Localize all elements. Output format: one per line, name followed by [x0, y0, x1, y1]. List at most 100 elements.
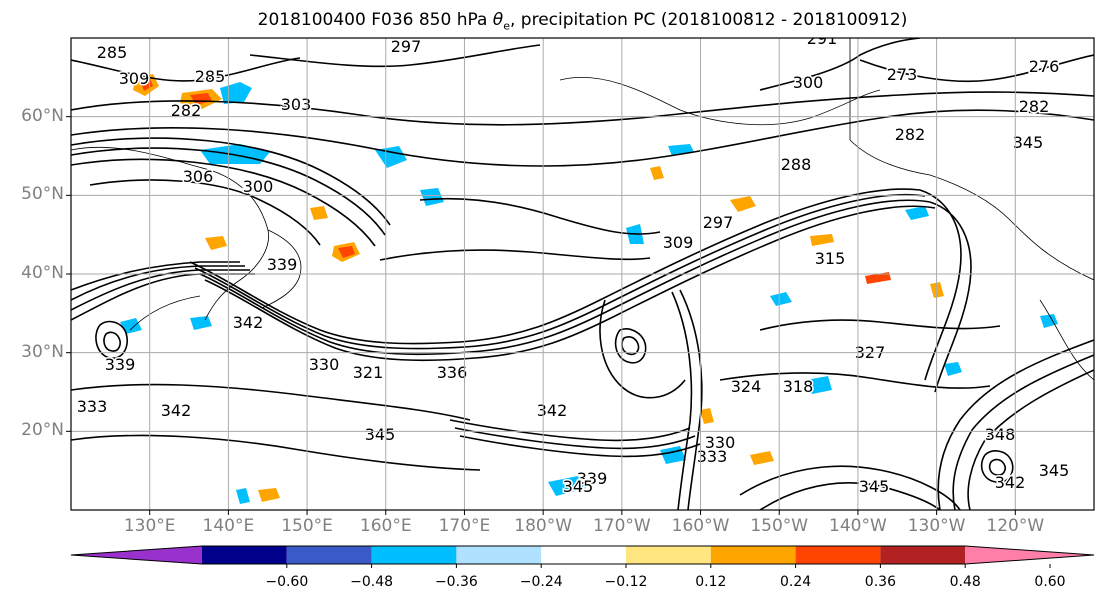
precip-patch	[200, 144, 270, 164]
contour-line	[621, 336, 640, 356]
contour-line	[71, 269, 250, 311]
contour-line	[459, 435, 701, 458]
precip-patch	[236, 488, 250, 504]
contour-label: 342	[537, 401, 568, 420]
contour-line	[980, 450, 1014, 483]
theta-e-contours	[71, 38, 1094, 510]
contour-label: 309	[663, 233, 694, 252]
contour-label: 342	[233, 313, 264, 332]
colorbar-tick-label: −0.36	[434, 574, 478, 590]
precip-patch	[905, 206, 929, 220]
colorbar-segment	[626, 546, 711, 564]
precip-patch	[660, 446, 686, 464]
contour-label: 333	[77, 397, 108, 416]
contour-label: 297	[391, 37, 422, 56]
colorbar-tick-label: −0.60	[265, 574, 309, 590]
precip-patch	[806, 376, 832, 394]
lat-label: 20°N	[21, 420, 64, 441]
colorbar-extend-min	[71, 546, 202, 564]
colorbar-tick-label: −0.24	[519, 574, 563, 590]
contour-label: 300	[243, 177, 274, 196]
contour-label: 348	[985, 425, 1016, 444]
contour-line	[103, 331, 121, 352]
contour-label: 330	[705, 433, 736, 452]
colorbar-tick-label: 0.36	[864, 574, 896, 590]
precip-patch	[650, 166, 664, 180]
contour-label: 333	[697, 447, 728, 466]
contour-label: 276	[1029, 57, 1060, 76]
contour-label: 339	[267, 255, 298, 274]
contour-label: 345	[1013, 133, 1044, 152]
precip-patch	[1040, 314, 1058, 328]
lon-label: 130°E	[123, 516, 176, 536]
contour-label: 273	[887, 65, 918, 84]
contour-label: 336	[437, 363, 468, 382]
lon-label: 140°E	[202, 516, 255, 536]
contour-label: 291	[807, 29, 838, 48]
lon-label: 170°E	[438, 516, 491, 536]
lat-label: 30°N	[21, 341, 64, 362]
lat-label: 60°N	[21, 105, 64, 126]
lat-label: 40°N	[21, 263, 64, 283]
contour-line	[249, 44, 541, 68]
colorbar-segment	[710, 546, 796, 564]
contour-label: 339	[577, 469, 608, 488]
gridlines	[71, 38, 1094, 510]
contour-label: 297	[703, 213, 734, 232]
contour-label: 345	[563, 477, 594, 496]
contour-line	[71, 57, 301, 82]
precip-patch	[810, 234, 834, 246]
contour-label: 345	[859, 477, 890, 496]
coastline	[129, 295, 201, 331]
contour-labels: 297 291 285 285 282 303 309 306 300 339 342 339 342 3…	[75, 29, 1071, 498]
contour-line	[952, 354, 1094, 510]
contour-label: 321	[353, 363, 384, 382]
title-prefix: 2018100400 F036 850 hPa	[257, 10, 493, 30]
contour-label: 324	[731, 377, 762, 396]
colorbar	[70, 545, 1095, 568]
colorbar-segment	[795, 546, 881, 564]
contour-line	[679, 289, 703, 510]
coastline	[849, 38, 1094, 281]
precip-patch	[865, 272, 891, 284]
contour-label: 285	[97, 43, 128, 62]
colorbar-tick-label: 0.60	[1034, 574, 1066, 590]
contour-label: 315	[815, 249, 846, 268]
contour-line	[71, 158, 376, 247]
contour-line	[71, 137, 391, 226]
precip-patch	[375, 146, 407, 168]
precip-patch	[205, 236, 227, 250]
contour-line	[599, 299, 686, 399]
lon-label: 160°E	[359, 516, 412, 536]
precip-patch	[258, 488, 280, 502]
contour-line	[759, 319, 1001, 331]
contour-line	[71, 91, 1094, 126]
contour-line	[614, 328, 647, 364]
contour-line	[454, 427, 696, 450]
contour-line	[71, 383, 471, 421]
lon-label: 140°W	[829, 516, 887, 536]
contour-line	[189, 188, 921, 345]
coastline	[559, 76, 881, 126]
contour-label: 309	[119, 69, 150, 88]
colorbar-tick-label: 0.48	[949, 574, 981, 590]
precip-patch	[420, 188, 444, 206]
colorbar-segment	[286, 546, 372, 564]
lon-label: 170°W	[592, 516, 651, 536]
contour-line	[859, 54, 1094, 83]
contour-line	[739, 465, 961, 510]
precip-patch	[310, 206, 328, 220]
contour-label: 282	[895, 125, 926, 144]
theta-subscript: e	[503, 19, 510, 33]
lon-label: 160°W	[671, 516, 730, 536]
contour-line	[71, 261, 240, 291]
contour-line	[419, 197, 661, 235]
colorbar-segment	[880, 546, 966, 564]
lon-label: 150°E	[281, 516, 333, 536]
precip-patch	[548, 476, 586, 496]
contour-line	[71, 147, 386, 236]
contour-line	[71, 265, 245, 301]
coastline	[261, 229, 302, 309]
contour-line	[988, 458, 1006, 476]
contour-label: 282	[1019, 97, 1050, 116]
